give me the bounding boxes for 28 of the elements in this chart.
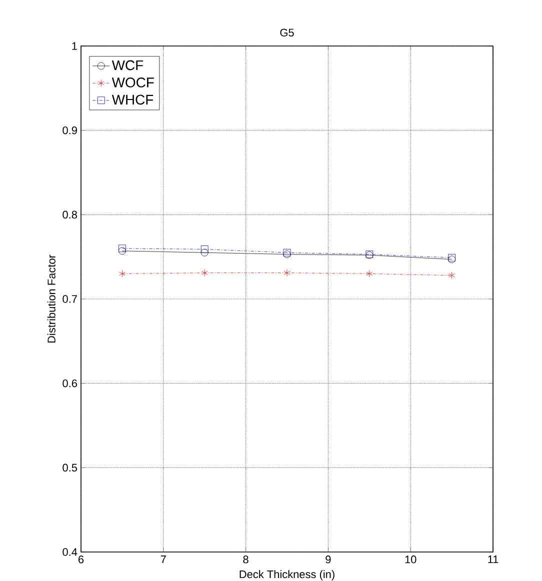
x-tick-label: 8 <box>243 556 248 564</box>
y-tick-label: 0.4 <box>62 548 78 556</box>
legend-label: WCF <box>112 60 144 70</box>
chart-title: G5 <box>280 28 294 37</box>
legend-label: WOCF <box>112 78 154 88</box>
point <box>448 272 456 280</box>
y-tick-label: 0.8 <box>62 210 77 219</box>
point <box>118 247 126 255</box>
y-tick-label: 1 <box>72 42 77 50</box>
y-tick-label: 0.5 <box>62 464 78 472</box>
x-axis-title: Deck Thickness (in) <box>240 570 334 580</box>
point <box>118 244 126 252</box>
y-tick-label: 0.9 <box>62 126 77 134</box>
point <box>201 269 208 277</box>
x-tick-label: 10 <box>405 556 416 564</box>
legend-label: WHCF <box>112 94 154 105</box>
y-tick-label: 0.7 <box>62 295 77 303</box>
x-tick-label: 11 <box>488 556 498 564</box>
x-tick-label: 7 <box>160 556 166 564</box>
x-tick-label: 6 <box>78 556 84 564</box>
y-tick-label: 0.6 <box>62 379 77 388</box>
point <box>200 246 208 253</box>
point <box>118 270 126 278</box>
point <box>200 248 208 256</box>
point <box>366 270 373 278</box>
point <box>284 269 290 277</box>
x-tick-label: 9 <box>326 556 331 564</box>
y-axis-title: Distribution Factor <box>47 254 56 343</box>
